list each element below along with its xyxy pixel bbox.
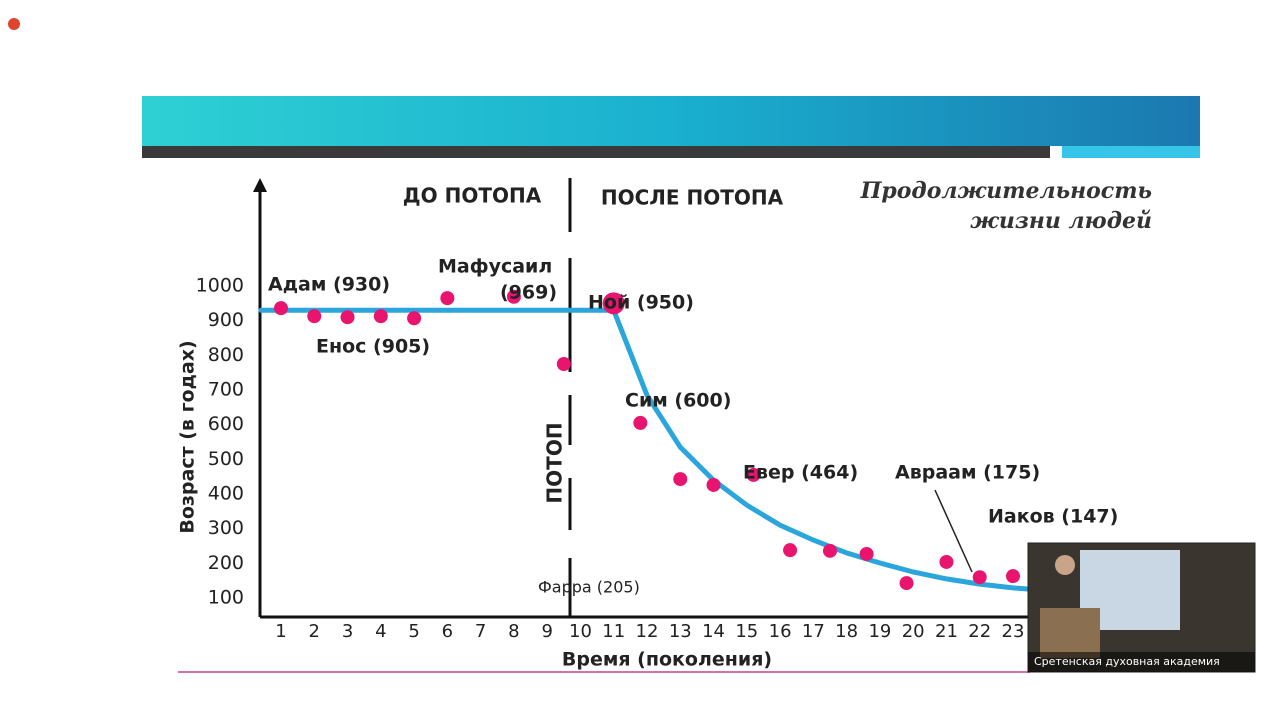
x-tick-label: 10 bbox=[569, 621, 592, 642]
slide-bar-accent bbox=[1062, 146, 1200, 158]
x-tick-label: 5 bbox=[408, 621, 419, 642]
x-tick-label: 13 bbox=[669, 621, 692, 642]
annotation-pointer bbox=[934, 489, 973, 573]
y-tick-label: 600 bbox=[208, 413, 244, 435]
data-point bbox=[556, 357, 571, 371]
x-tick-label: 21 bbox=[935, 621, 958, 642]
x-tick-label: 20 bbox=[902, 621, 925, 642]
x-tick-label: 1 bbox=[275, 621, 286, 642]
data-point bbox=[673, 472, 688, 487]
x-tick-label: 14 bbox=[702, 621, 725, 642]
trend-line bbox=[258, 307, 1049, 593]
chart-title: Продолжительность bbox=[860, 178, 1152, 204]
x-tick-label: 15 bbox=[735, 621, 758, 642]
data-point bbox=[899, 576, 914, 591]
data-point bbox=[706, 477, 721, 492]
x-tick-label: 12 bbox=[636, 621, 659, 642]
x-tick-label: 6 bbox=[442, 621, 453, 642]
x-tick-label: 17 bbox=[802, 621, 825, 642]
y-tick-label: 500 bbox=[208, 448, 244, 470]
y-tick-label: 300 bbox=[208, 517, 244, 539]
region-label: ДО ПОТОПА bbox=[403, 184, 542, 208]
slide-banner bbox=[142, 96, 1200, 146]
x-tick-label: 22 bbox=[968, 621, 991, 642]
data-point bbox=[939, 554, 954, 569]
video-caption: Сретенская духовная академия bbox=[1034, 655, 1220, 668]
x-tick-label: 9 bbox=[541, 621, 552, 642]
video-person bbox=[1055, 555, 1075, 575]
x-tick-label: 4 bbox=[375, 621, 386, 642]
x-tick-label: 19 bbox=[868, 621, 891, 642]
y-tick-label: 900 bbox=[208, 309, 244, 331]
y-tick-label: 700 bbox=[208, 379, 244, 401]
annotation: Енос (905) bbox=[316, 336, 430, 358]
x-tick-label: 2 bbox=[309, 621, 320, 642]
annotation: Мафусаил bbox=[438, 256, 552, 278]
video-caption-bg bbox=[1028, 652, 1255, 672]
data-point bbox=[602, 292, 625, 315]
x-tick-label: 8 bbox=[508, 621, 519, 642]
annotation: Адам (930) bbox=[268, 274, 390, 296]
slide-bar bbox=[142, 146, 1050, 158]
x-axis-label: Время (поколения) bbox=[562, 649, 772, 671]
data-point bbox=[633, 415, 648, 430]
annotation: Авраам (175) bbox=[895, 462, 1040, 484]
annotation: Иаков (147) bbox=[988, 506, 1118, 528]
annotation: Фарра (205) bbox=[538, 578, 640, 597]
data-point bbox=[440, 291, 455, 306]
annotation: Ной (950) bbox=[588, 292, 694, 314]
data-point bbox=[307, 309, 322, 324]
data-point bbox=[274, 301, 288, 316]
x-tick-label: 18 bbox=[835, 621, 858, 642]
region-label: ПОТОП bbox=[543, 422, 567, 503]
record-indicator bbox=[8, 18, 20, 30]
data-point bbox=[407, 311, 422, 326]
annotation: Евер (464) bbox=[743, 462, 858, 484]
x-tick-label: 16 bbox=[769, 621, 792, 642]
data-point bbox=[506, 289, 521, 304]
y-tick-label: 1000 bbox=[196, 275, 244, 297]
y-tick-label: 200 bbox=[208, 552, 244, 574]
data-point bbox=[783, 543, 798, 558]
data-point bbox=[340, 310, 355, 325]
data-point bbox=[859, 546, 874, 561]
chart-title: жизни людей bbox=[970, 208, 1152, 234]
data-point bbox=[972, 570, 987, 585]
data-point bbox=[1006, 569, 1020, 584]
x-tick-label: 11 bbox=[602, 621, 625, 642]
y-axis-arrow bbox=[253, 178, 267, 192]
data-point bbox=[373, 309, 388, 324]
data-point bbox=[823, 543, 837, 558]
y-tick-label: 400 bbox=[208, 483, 244, 505]
y-tick-label: 800 bbox=[208, 344, 244, 366]
annotation: (969) bbox=[500, 282, 557, 304]
x-tick-label: 7 bbox=[475, 621, 486, 642]
y-axis-label: Возраст (в годах) bbox=[177, 340, 199, 533]
video-podium bbox=[1040, 608, 1100, 658]
annotation: Сим (600) bbox=[625, 390, 731, 412]
y-tick-label: 100 bbox=[208, 587, 244, 609]
x-tick-label: 23 bbox=[1002, 621, 1025, 642]
video-overlay: Сретенская духовная академия bbox=[1027, 542, 1256, 673]
region-label: ПОСЛЕ ПОТОПА bbox=[601, 186, 784, 210]
x-tick-label: 3 bbox=[342, 621, 353, 642]
data-point bbox=[746, 467, 761, 482]
